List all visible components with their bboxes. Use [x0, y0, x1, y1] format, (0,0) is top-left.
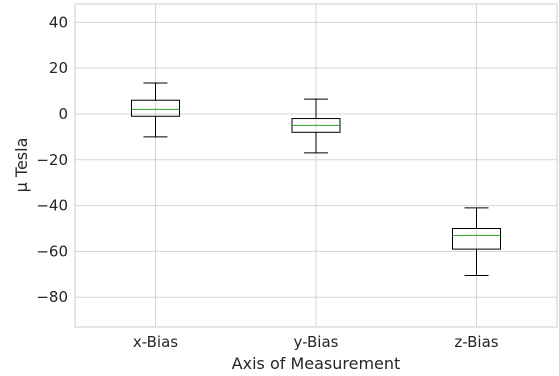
y-tick-label: −20: [36, 151, 68, 169]
y-tick-labels: 40 20 0 −20 −40 −60 −80: [36, 13, 68, 306]
x-tick-label: z-Bias: [454, 333, 498, 351]
box-z-Bias: [452, 207, 501, 276]
x-tick-label: x-Bias: [133, 333, 178, 351]
plot-frame: [74, 3, 558, 328]
y-tick-label: 40: [49, 13, 68, 31]
y-tick-label: 0: [58, 105, 68, 123]
box-series: [131, 82, 501, 276]
box-x-Bias: [131, 82, 180, 138]
y-tick-label: −40: [36, 197, 68, 215]
x-tick-labels: x-Bias y-Bias z-Bias: [133, 333, 499, 351]
iqr-box: [452, 227, 501, 250]
box-y-Bias: [291, 98, 341, 154]
y-tick-label: 20: [49, 59, 68, 77]
iqr-box: [131, 99, 180, 117]
y-tick-label: −80: [36, 288, 68, 306]
x-axis-label: Axis of Measurement: [232, 354, 401, 373]
x-tick-label: y-Bias: [294, 333, 339, 351]
y-tick-label: −60: [36, 242, 68, 260]
y-axis-label: μ Tesla: [12, 138, 31, 193]
grid-lines: [75, 4, 557, 327]
